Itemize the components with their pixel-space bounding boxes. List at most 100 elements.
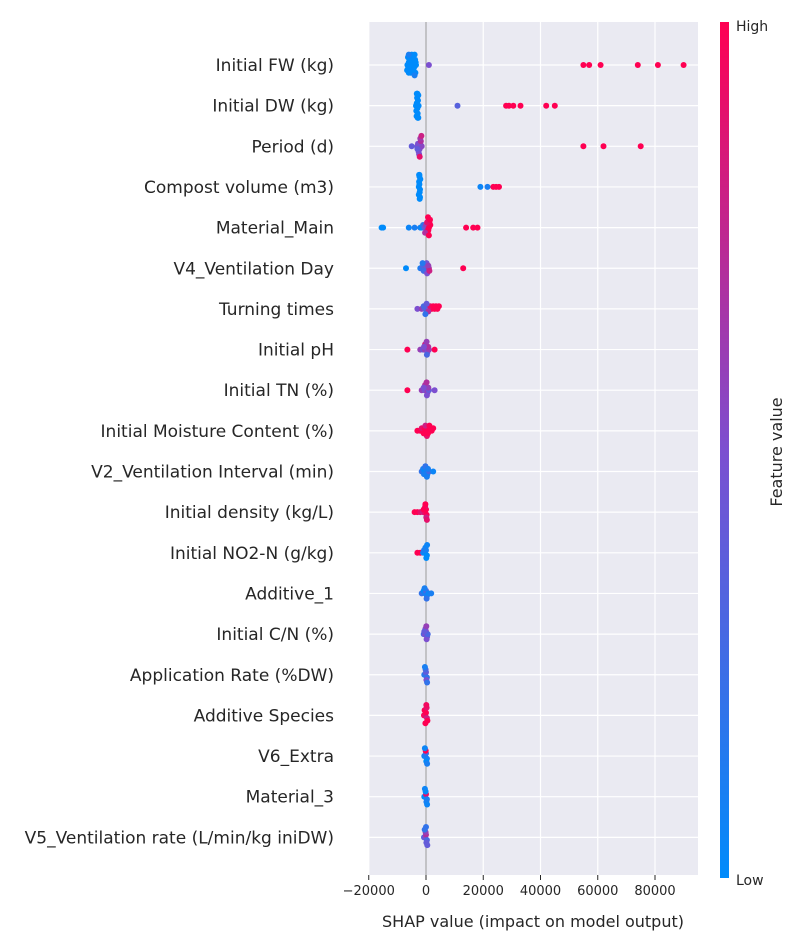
shap-point: [423, 636, 430, 643]
shap-point: [423, 300, 430, 307]
shap-point: [408, 143, 415, 150]
shap-point: [423, 623, 430, 630]
shap-point: [543, 102, 550, 109]
x-tick-label: 40000: [520, 884, 561, 899]
x-tick-label: 60000: [577, 884, 618, 899]
shap-point: [423, 351, 430, 358]
shap-point: [496, 183, 502, 190]
grid-lines: [368, 22, 698, 875]
shap-point: [422, 311, 429, 318]
shap-point: [420, 384, 427, 391]
colorbar-high-label: High: [736, 19, 768, 35]
shap-point: [415, 102, 422, 109]
shap-point: [415, 114, 422, 121]
shap-point: [423, 338, 430, 345]
shap-point: [405, 224, 412, 231]
shap-point: [423, 702, 430, 708]
feature-label: Initial FW (kg): [216, 56, 334, 76]
shap-point: [431, 387, 438, 394]
shap-point: [404, 346, 411, 353]
shap-point: [430, 425, 437, 432]
shap-point: [424, 760, 431, 767]
feature-label: Material_Main: [216, 219, 334, 239]
shap-point: [423, 555, 430, 561]
feature-label: Additive Species: [194, 706, 335, 726]
shap-point: [411, 72, 418, 79]
x-tick-label: −20000: [343, 884, 395, 899]
shap-point: [419, 260, 426, 267]
shap-point: [414, 145, 421, 152]
shap-point: [412, 59, 419, 66]
shap-point: [423, 392, 430, 399]
shap-point: [418, 132, 425, 139]
shap-point: [423, 379, 430, 386]
shap-point: [421, 585, 428, 592]
shap-point: [551, 102, 558, 109]
feature-label: Turning times: [218, 300, 334, 320]
shap-point: [421, 547, 427, 554]
shap-point: [405, 51, 412, 58]
shap-point: [463, 224, 470, 231]
shap-point: [474, 224, 481, 231]
shap-point: [423, 516, 430, 523]
shap-point: [425, 214, 431, 221]
shap-point: [637, 143, 644, 150]
plot-area: [369, 22, 698, 875]
feature-label: Initial NO2-N (g/kg): [170, 544, 334, 564]
points-layer: [378, 51, 687, 849]
shap-point: [424, 679, 431, 686]
shap-point: [654, 62, 661, 68]
shap-point: [422, 720, 429, 727]
shap-point: [421, 664, 428, 670]
shap-point: [421, 343, 427, 350]
shap-point: [477, 183, 484, 190]
shap-point: [416, 171, 423, 178]
feature-label: V4_Ventilation Day: [173, 259, 334, 279]
feature-label: V6_Extra: [258, 747, 334, 767]
shap-point: [470, 224, 477, 231]
shap-point: [425, 384, 432, 391]
shap-point: [597, 62, 604, 68]
shap-point: [405, 69, 412, 76]
shap-point: [425, 343, 432, 350]
x-tick-label: 20000: [463, 884, 504, 899]
shap-point: [425, 62, 432, 68]
shap-point: [484, 183, 491, 190]
shap-point: [422, 501, 429, 508]
shap-point: [423, 595, 430, 602]
shap-point: [414, 90, 421, 97]
shap-point: [580, 143, 587, 150]
shap-point: [411, 51, 418, 58]
shap-point: [517, 102, 524, 109]
shap-point: [586, 62, 593, 68]
shap-point: [454, 102, 461, 109]
shap-point: [414, 305, 421, 312]
colorbar-low-label: Low: [736, 873, 764, 889]
shap-point: [424, 801, 431, 808]
shap-point: [425, 262, 432, 269]
shap-point: [421, 745, 428, 752]
shap-point: [423, 824, 429, 830]
colorbar-title: Feature value: [767, 397, 786, 506]
shap-point: [424, 542, 431, 548]
feature-label: Initial DW (kg): [212, 97, 334, 117]
shap-point: [435, 303, 442, 310]
shap-point: [378, 224, 385, 231]
feature-label: Initial pH: [258, 341, 334, 361]
shap-point: [680, 62, 687, 68]
shap-point: [600, 143, 607, 150]
shap-point: [506, 102, 512, 109]
shap-point: [431, 346, 438, 353]
feature-label: V2_Ventilation Interval (min): [91, 463, 334, 483]
shap-point: [425, 232, 432, 239]
shap-point: [411, 224, 418, 231]
shap-point: [424, 842, 431, 849]
shap-point: [421, 785, 428, 792]
feature-label: Initial Moisture Content (%): [101, 422, 334, 442]
shap-point: [425, 465, 431, 472]
x-tick-label: 80000: [634, 884, 675, 899]
shap-point: [510, 102, 517, 109]
shap-point: [580, 62, 587, 68]
shap-point: [416, 153, 423, 160]
feature-label: V5_Ventilation rate (L/min/kg iniDW): [25, 828, 334, 848]
